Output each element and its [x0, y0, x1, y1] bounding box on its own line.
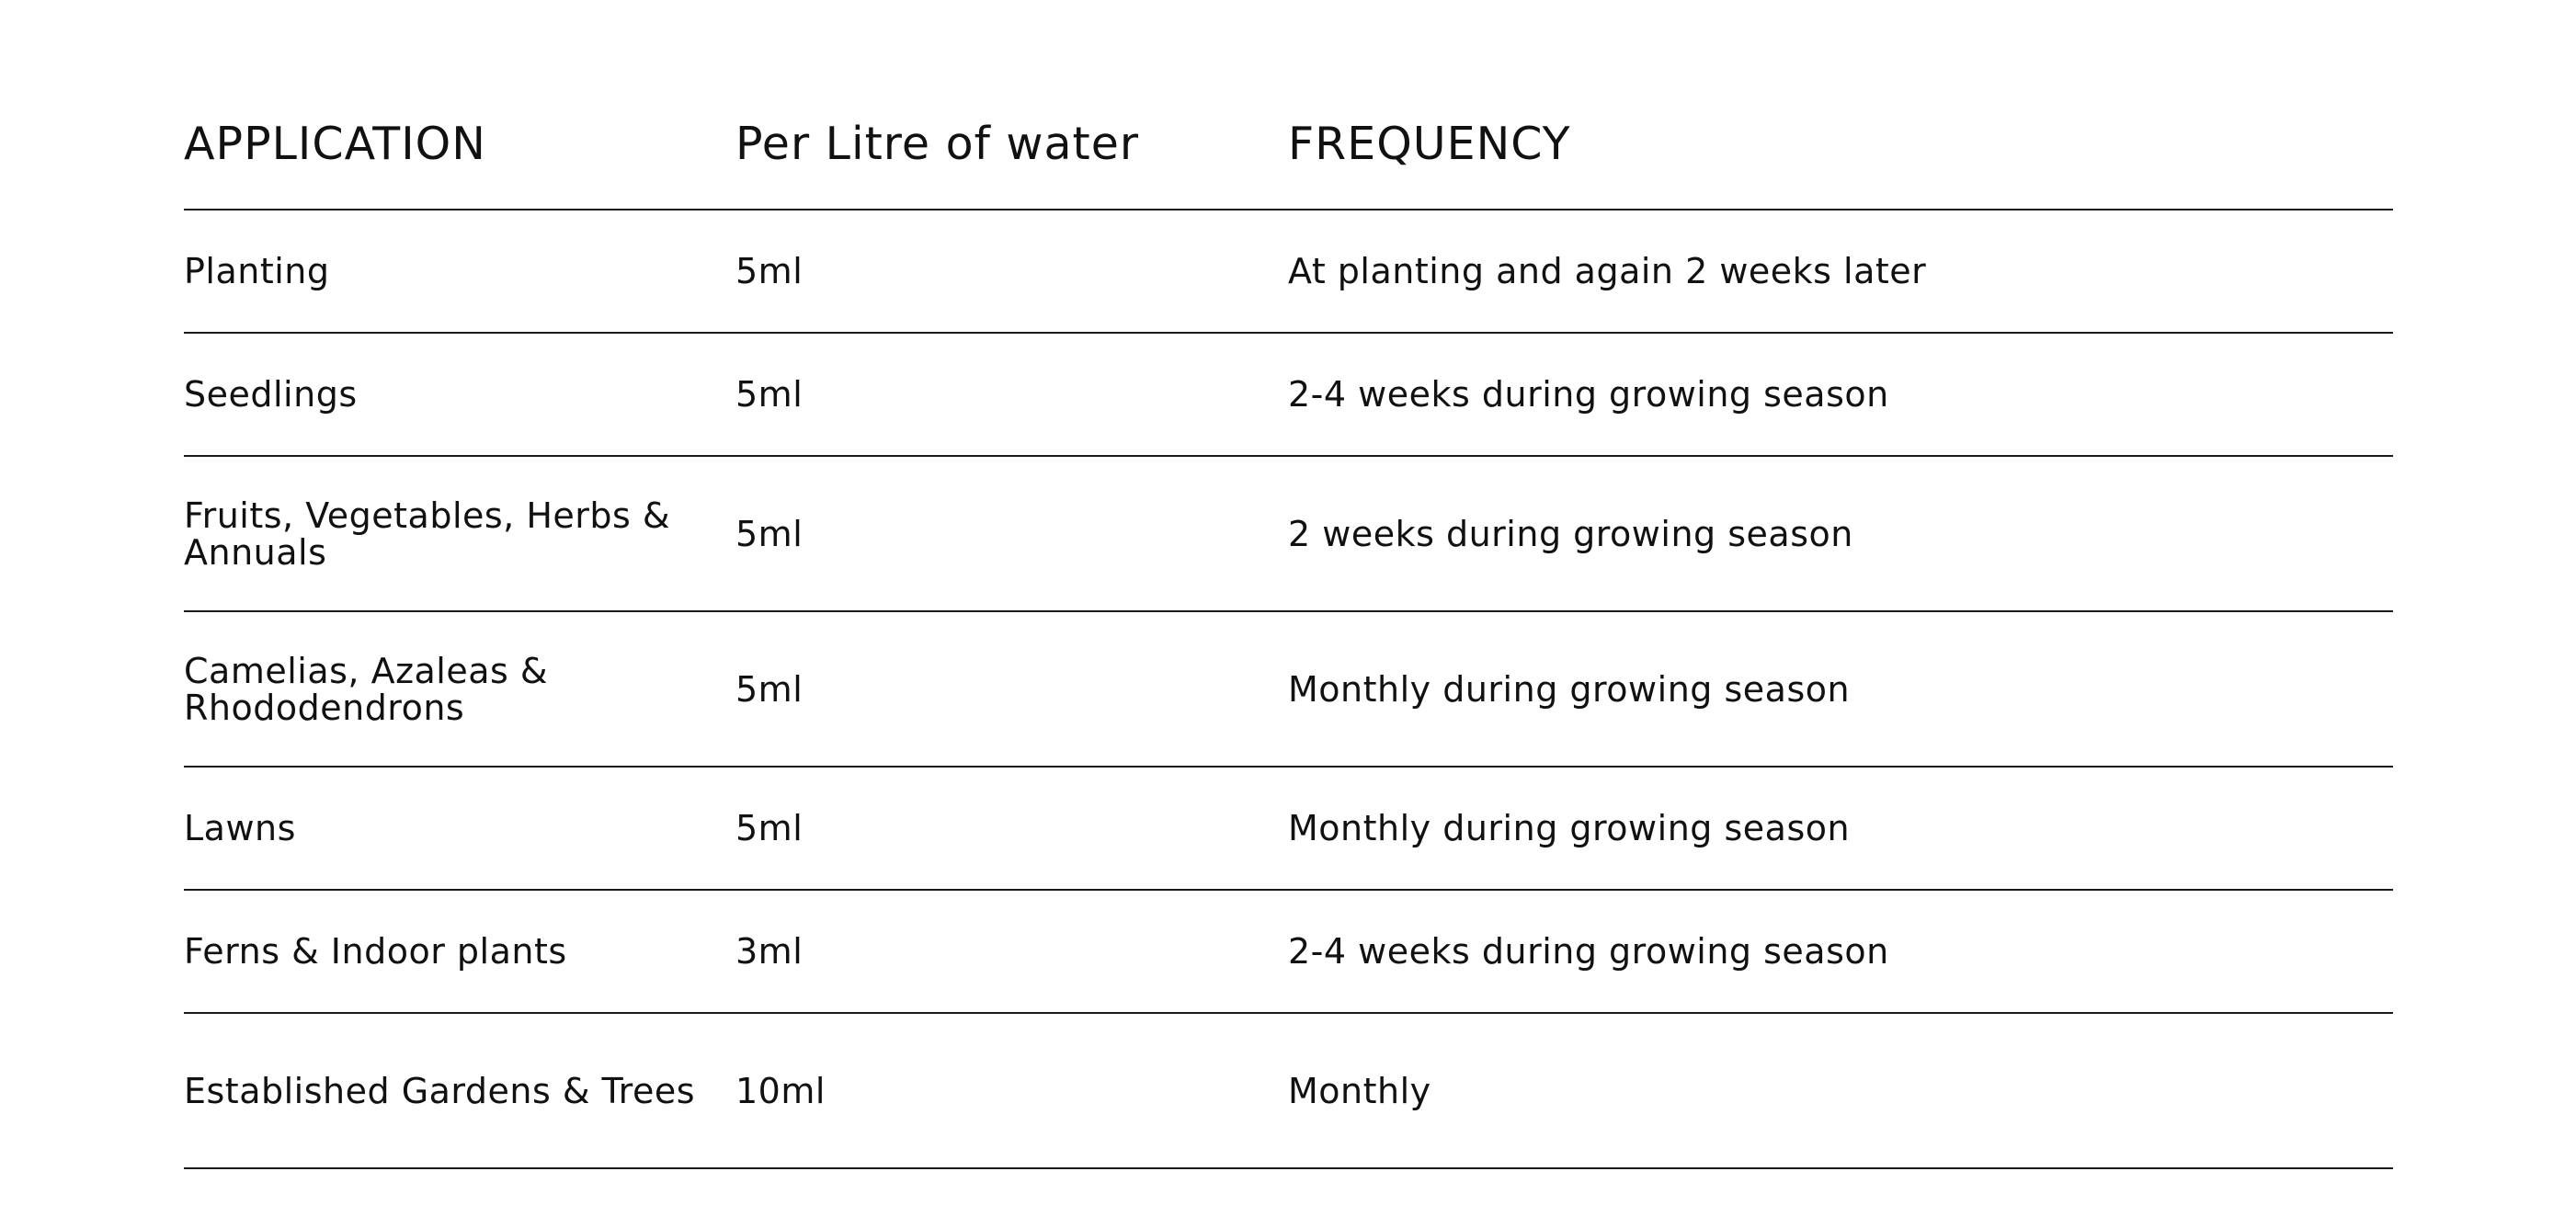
cell-frequency: Monthly during growing season [1288, 808, 1851, 848]
table-row: Established Gardens & Trees 10ml Monthly [184, 1014, 2393, 1169]
cell-frequency: Monthly during growing season [1288, 668, 1851, 710]
application-table: APPLICATION Per Litre of water FREQUENCY… [184, 0, 2393, 1169]
cell-frequency: 2-4 weeks during growing season [1288, 931, 1889, 972]
cell-application: Established Gardens & Trees [184, 1070, 696, 1111]
header-frequency: FREQUENCY [1288, 118, 1571, 170]
cell-application: Fruits, Vegetables, Herbs & Annuals [184, 495, 671, 573]
cell-frequency: 2 weeks during growing season [1288, 513, 1853, 554]
header-per-litre: Per Litre of water [735, 118, 1139, 170]
cell-per-litre: 5ml [735, 251, 804, 291]
cell-frequency: At planting and again 2 weeks later [1288, 251, 1927, 291]
cell-per-litre: 3ml [735, 931, 804, 972]
cell-application: Lawns [184, 808, 296, 848]
cell-application: Seedlings [184, 374, 358, 415]
table-row: Fruits, Vegetables, Herbs & Annuals 5ml … [184, 457, 2393, 612]
table-row: Ferns & Indoor plants 3ml 2-4 weeks duri… [184, 891, 2393, 1014]
cell-application: Camelias, Azaleas & Rhododendrons [184, 650, 549, 728]
table-row: Camelias, Azaleas & Rhododendrons 5ml Mo… [184, 612, 2393, 768]
cell-per-litre: 5ml [735, 374, 804, 415]
cell-per-litre: 10ml [735, 1070, 826, 1111]
table-header-row: APPLICATION Per Litre of water FREQUENCY [184, 0, 2393, 210]
table-row: Lawns 5ml Monthly during growing season [184, 768, 2393, 891]
cell-application: Ferns & Indoor plants [184, 931, 567, 972]
cell-frequency: Monthly [1288, 1070, 1431, 1111]
cell-per-litre: 5ml [735, 668, 804, 710]
cell-per-litre: 5ml [735, 513, 804, 554]
cell-frequency: 2-4 weeks during growing season [1288, 374, 1889, 415]
table-row: Seedlings 5ml 2-4 weeks during growing s… [184, 334, 2393, 457]
header-application: APPLICATION [184, 118, 486, 170]
cell-application: Planting [184, 251, 330, 291]
cell-per-litre: 5ml [735, 808, 804, 848]
table-row: Planting 5ml At planting and again 2 wee… [184, 210, 2393, 334]
